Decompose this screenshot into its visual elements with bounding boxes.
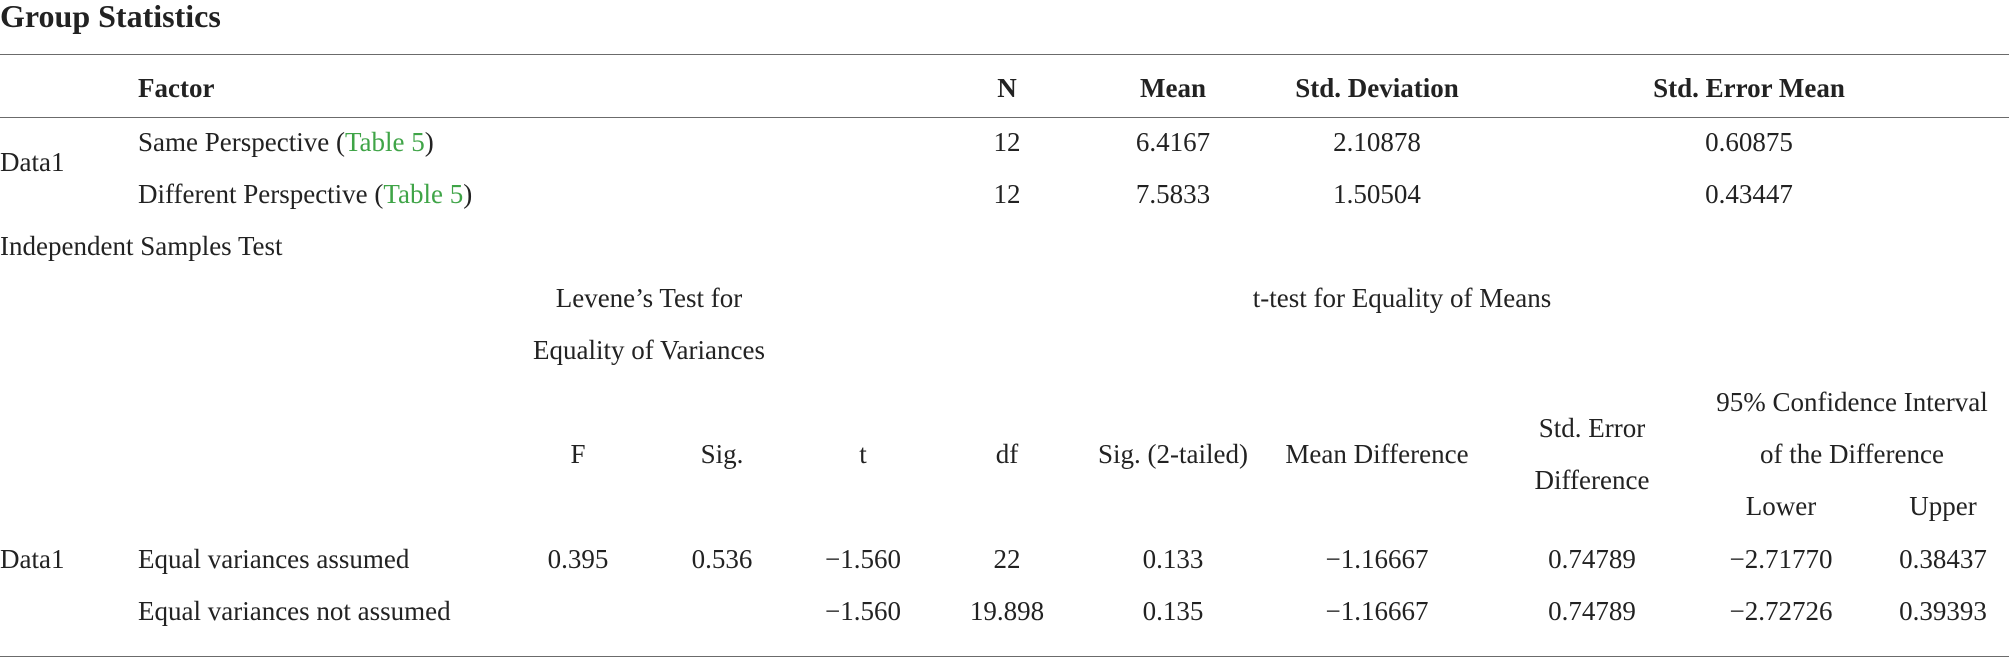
sig-cell: 0.536 — [691, 544, 753, 574]
factor-cell: Different Perspective (Table 5) — [138, 168, 472, 220]
df-cell: 19.898 — [969, 596, 1045, 626]
independent-samples-test-title: Independent Samples Test — [0, 231, 283, 261]
std-error-mean-cell: 0.43447 — [1705, 179, 1793, 209]
factor-close: ) — [463, 179, 473, 209]
sig-2-tailed-cell: 0.135 — [1142, 596, 1204, 626]
header-f: F — [570, 439, 586, 469]
lower-cell: −2.72726 — [1729, 596, 1833, 626]
factor-text: Different Perspective ( — [138, 179, 384, 209]
f-cell: 0.395 — [547, 544, 609, 574]
levene-header-line2: Equality of Variances — [533, 335, 765, 365]
header-std-error-mean: Std. Error Mean — [1653, 73, 1845, 103]
t-cell: −1.560 — [825, 596, 901, 626]
table-5-link[interactable]: Table 5 — [383, 179, 464, 209]
header-sig: Sig. — [700, 439, 744, 469]
variance-label: Equal variances not assumed — [138, 596, 451, 626]
factor-text: Same Perspective ( — [138, 127, 345, 157]
header-df: df — [995, 439, 1019, 469]
t-cell: −1.560 — [825, 544, 901, 574]
header-factor: Factor — [138, 73, 215, 103]
levene-header-line1: Levene’s Test for — [555, 283, 743, 313]
variance-label: Equal variances assumed — [138, 544, 410, 574]
n-cell: 12 — [993, 179, 1021, 209]
group-label: Data1 — [0, 147, 65, 177]
header-ci-line2: of the Difference — [1760, 439, 1944, 469]
header-ci-line1: 95% Confidence Interval — [1716, 387, 1988, 417]
sig-2-tailed-cell: 0.133 — [1142, 544, 1204, 574]
mean-difference-cell: −1.16667 — [1325, 596, 1429, 626]
header-mean-difference: Mean Difference — [1285, 439, 1469, 469]
ttest-header: t-test for Equality of Means — [1252, 283, 1552, 313]
group-label: Data1 — [0, 544, 65, 574]
std-deviation-cell: 1.50504 — [1333, 179, 1421, 209]
bottom-rule — [0, 656, 2009, 657]
factor-close: ) — [424, 127, 434, 157]
n-cell: 12 — [993, 127, 1021, 157]
std-error-mean-cell: 0.60875 — [1705, 127, 1793, 157]
lower-cell: −2.71770 — [1729, 544, 1833, 574]
df-cell: 22 — [993, 544, 1021, 574]
header-t: t — [859, 439, 867, 469]
header-lower: Lower — [1745, 491, 1817, 521]
header-std-error-difference-line1: Std. Error — [1538, 413, 1646, 443]
table-5-link[interactable]: Table 5 — [344, 127, 425, 157]
factor-cell: Same Perspective (Table 5) — [138, 116, 434, 168]
std-error-difference-cell: 0.74789 — [1548, 544, 1636, 574]
header-mean: Mean — [1140, 73, 1206, 103]
header-n: N — [997, 73, 1017, 103]
std-deviation-cell: 2.10878 — [1333, 127, 1421, 157]
upper-cell: 0.39393 — [1899, 596, 1987, 626]
header-sig-2-tailed: Sig. (2-tailed) — [1098, 439, 1248, 469]
header-upper: Upper — [1909, 491, 1977, 521]
header-std-error-difference-line2: Difference — [1534, 465, 1650, 495]
upper-cell: 0.38437 — [1899, 544, 1987, 574]
page-title: Group Statistics — [0, 0, 221, 34]
header-std-deviation: Std. Deviation — [1295, 73, 1459, 103]
header-rule — [0, 117, 2009, 118]
std-error-difference-cell: 0.74789 — [1548, 596, 1636, 626]
mean-difference-cell: −1.16667 — [1325, 544, 1429, 574]
mean-cell: 6.4167 — [1135, 127, 1211, 157]
top-rule — [0, 54, 2009, 55]
mean-cell: 7.5833 — [1135, 179, 1211, 209]
